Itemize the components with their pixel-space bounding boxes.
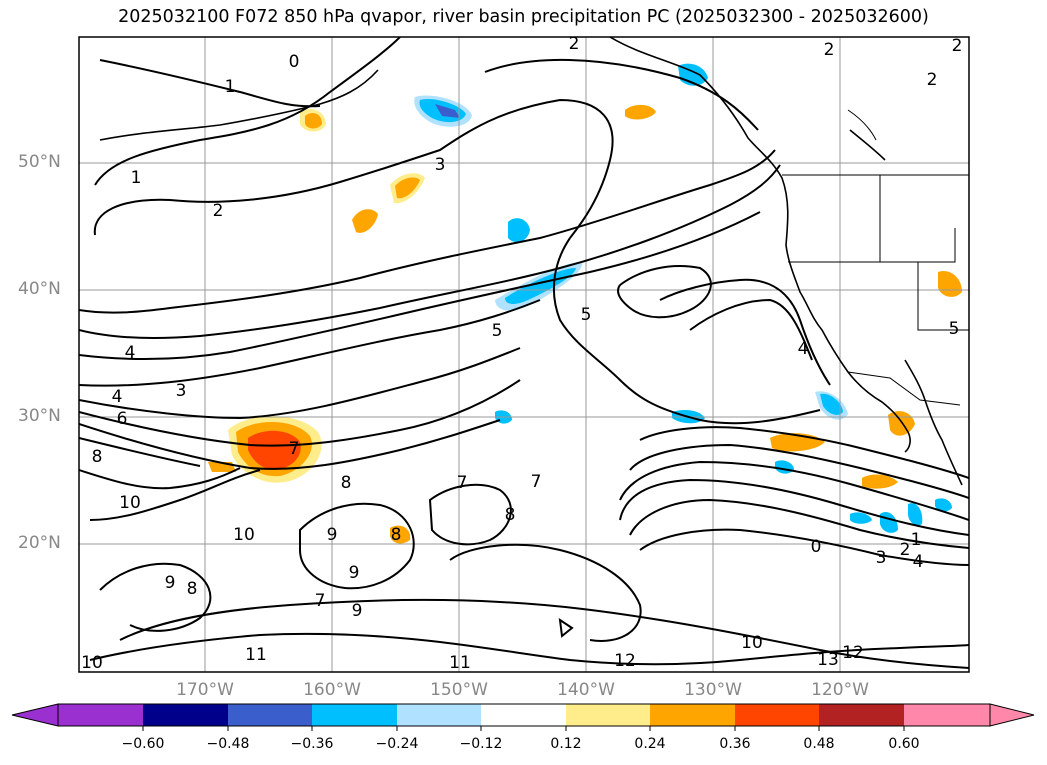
- contour-label: 5: [492, 321, 503, 341]
- contour-label: 2: [824, 40, 835, 60]
- colorbar-bin: [143, 704, 229, 726]
- contour-label: 7: [315, 591, 326, 611]
- contour-label: 11: [449, 653, 471, 673]
- contour-label: 8: [187, 579, 198, 599]
- colorbar-under-arrow: [11, 703, 59, 727]
- map-background: [79, 37, 969, 672]
- contour-label: 1: [225, 77, 236, 97]
- contour-label: 0: [811, 537, 822, 557]
- colorbar-bin: [566, 704, 651, 726]
- colorbar-tick-label: −0.48: [206, 736, 250, 752]
- contour-label: 10: [233, 525, 255, 545]
- colorbar-tick-label: 0.24: [634, 736, 666, 752]
- contour-label: 8: [341, 473, 352, 493]
- colorbar-tick-label: 0.60: [888, 736, 920, 752]
- lat-label: 40°N: [18, 279, 61, 299]
- contour-label: 2: [900, 540, 911, 560]
- contour-label: 10: [741, 633, 763, 653]
- contour-label: 3: [176, 381, 187, 401]
- contour-label: 5: [949, 319, 960, 339]
- contour-label: 7: [457, 473, 468, 493]
- contour-labels: 2 0 2 2 2 1 1 2 3 5 4 3 4 6 7 8 10 10 8 …: [81, 34, 963, 673]
- contour-label: 3: [435, 155, 446, 175]
- contour-label: 2: [569, 34, 580, 54]
- contour-label: 10: [81, 653, 103, 673]
- colorbar-tick-label: −0.12: [459, 736, 503, 752]
- colorbar-tick-label: 0.36: [719, 736, 751, 752]
- qvapor-contours: [79, 37, 969, 669]
- coastlines: [99, 37, 963, 486]
- contour-label: 9: [165, 573, 176, 593]
- contour-label: 1: [911, 530, 922, 550]
- contour-label: 8: [505, 505, 516, 525]
- colorbar-bin: [904, 704, 990, 726]
- contour-label: 4: [125, 343, 136, 363]
- lon-label: 140°W: [557, 680, 615, 700]
- contour-label: 2: [952, 36, 963, 56]
- colorbar-tick-label: −0.60: [121, 736, 165, 752]
- colorbar: [11, 703, 1035, 731]
- contour-label: 10: [119, 493, 141, 513]
- colorbar-bin: [312, 704, 398, 726]
- contour-label: 9: [349, 563, 360, 583]
- colorbar-tick-label: 0.48: [803, 736, 835, 752]
- contour-label: 9: [327, 525, 338, 545]
- colorbar-bin: [397, 704, 482, 726]
- contour-label: 6: [117, 409, 128, 429]
- contour-label: 7: [531, 472, 542, 492]
- colorbar-bin: [228, 704, 313, 726]
- lon-label: 120°W: [811, 680, 869, 700]
- contour-label: 9: [352, 601, 363, 621]
- lat-label: 50°N: [18, 152, 61, 172]
- contour-label: 12: [614, 651, 636, 671]
- political-borders: [782, 109, 969, 406]
- colorbar-bin: [58, 704, 144, 726]
- contour-label: 4: [798, 339, 809, 359]
- contour-label: 3: [876, 548, 887, 568]
- contour-label: 8: [92, 447, 103, 467]
- chart-title: 2025032100 F072 850 hPa qvapor, river ba…: [118, 7, 929, 27]
- contour-label: 5: [581, 305, 592, 325]
- contour-label: 12: [842, 643, 864, 663]
- colorbar-bin: [819, 704, 905, 726]
- lat-label: 30°N: [18, 406, 61, 426]
- contour-label: 13: [817, 650, 839, 670]
- contour-label: 11: [245, 645, 267, 665]
- contour-label: 1: [131, 168, 142, 188]
- contour-label: 7: [289, 439, 300, 459]
- lon-label: 170°W: [176, 680, 234, 700]
- colorbar-tick-label: −0.24: [375, 736, 419, 752]
- map-frame: [78, 36, 970, 673]
- lon-label: 160°W: [303, 680, 361, 700]
- colorbar-outline: [57, 703, 991, 727]
- contour-label: 4: [112, 387, 123, 407]
- colorbar-over-arrow: [989, 703, 1035, 727]
- contour-label: 2: [927, 70, 938, 90]
- colorbar-bin: [650, 704, 736, 726]
- contour-label: 8: [391, 525, 402, 545]
- lon-label: 150°W: [430, 680, 488, 700]
- contour-label: 0: [289, 52, 300, 72]
- colorbar-bin: [735, 704, 820, 726]
- colorbar-bin: [481, 704, 567, 726]
- lat-label: 20°N: [18, 533, 61, 553]
- colorbar-tick-label: −0.36: [290, 736, 334, 752]
- colorbar-tick-label: 0.12: [550, 736, 582, 752]
- contour-label: 4: [913, 552, 924, 572]
- precip-anomaly-shading: [208, 63, 962, 544]
- lon-label: 130°W: [684, 680, 742, 700]
- contour-label: 2: [213, 201, 224, 221]
